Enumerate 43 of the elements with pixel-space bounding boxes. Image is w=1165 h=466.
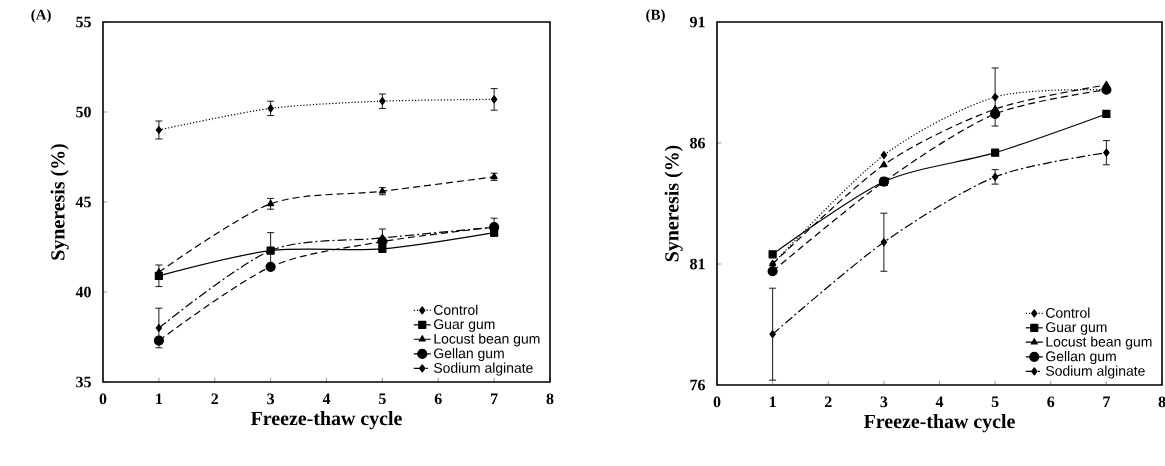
legend-label: Control [434, 304, 478, 315]
x-tick-label: 1 [156, 393, 163, 405]
x-tick-label: 3 [267, 393, 275, 405]
chart-title: (A) [31, 9, 51, 23]
legend-label: Sodium alginate [1046, 365, 1145, 379]
y-tick-label: 40 [75, 286, 91, 298]
x-tick-label: 1 [769, 396, 776, 408]
legend-label: Sodium alginate [433, 362, 533, 376]
legend-label: Guar gum [434, 319, 495, 332]
x-tick-label: 2 [211, 393, 219, 405]
x-tick-label: 0 [713, 396, 721, 408]
x-tick-label: 7 [491, 393, 498, 404]
y-tick-label: 55 [76, 16, 91, 28]
legend-label: Gellan gum [434, 348, 504, 362]
x-tick-label: 4 [935, 396, 944, 408]
x-tick-label: 6 [434, 393, 442, 405]
y-tick-label: 50 [76, 106, 91, 118]
x-tick-label: 7 [1103, 396, 1110, 407]
x-tick-label: 0 [99, 393, 107, 405]
y-tick-label: 91 [689, 16, 705, 28]
y-tick-label: 81 [690, 258, 705, 270]
y-tick-label: 86 [690, 137, 706, 149]
chart-title: (B) [646, 9, 665, 23]
x-tick-label: 4 [322, 393, 331, 405]
x-axis-title: Freeze-thaw cycle [250, 411, 402, 430]
x-tick-label: 5 [379, 393, 386, 405]
y-axis-title: Syneresis (%) [664, 145, 683, 262]
x-tick-label: 3 [880, 396, 888, 408]
y-axis-title: Syneresis (%) [50, 144, 69, 260]
legend-label: Control [1046, 307, 1090, 318]
x-tick-label: 5 [991, 396, 999, 408]
x-tick-label: 8 [546, 393, 554, 405]
legend-label: Guar gum [1046, 322, 1107, 335]
legend-label: Locust bean gum [1046, 336, 1152, 350]
x-tick-label: 2 [824, 396, 832, 408]
y-tick-label: 45 [75, 196, 91, 208]
x-tick-label: 8 [1158, 396, 1165, 408]
legend-label: Gellan gum [1046, 351, 1116, 364]
y-tick-label: 35 [76, 376, 91, 388]
y-tick-label: 76 [690, 379, 706, 391]
x-axis-title: Freeze-thaw cycle [863, 414, 1015, 433]
x-tick-label: 6 [1047, 396, 1055, 408]
legend-label: Locust bean gum [434, 333, 540, 347]
